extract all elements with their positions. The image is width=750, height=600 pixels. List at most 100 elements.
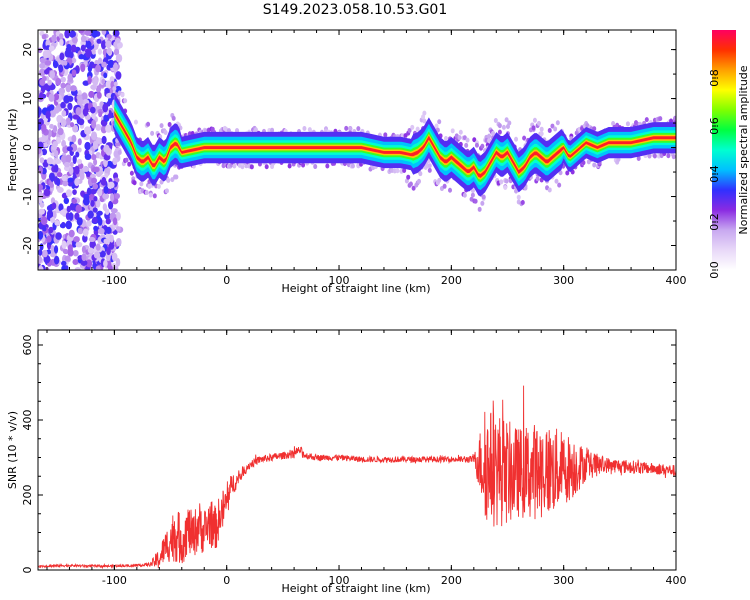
spectrogram-halo-cell: [636, 155, 641, 161]
spectrogram-noise-cell: [49, 182, 54, 188]
spectrogram-noise-cell: [84, 30, 92, 36]
spectrogram-noise-cell: [64, 255, 71, 262]
spectrogram-noise-cell: [105, 226, 112, 235]
x-tick-label: 200: [441, 574, 462, 587]
spectrogram-noise-cell: [69, 161, 74, 168]
spectrogram-noise-cell: [80, 35, 87, 43]
spectrogram-halo-cell: [514, 136, 519, 142]
spectrogram-halo-cell: [421, 114, 426, 120]
spectrogram-halo-cell: [480, 200, 485, 206]
spectrogram-noise-cell: [72, 124, 79, 133]
spectrogram-halo-cell: [532, 117, 537, 123]
spectrogram-halo-cell: [673, 115, 676, 121]
spectrogram-noise-cell: [97, 188, 103, 197]
spectrogram-halo-cell: [553, 126, 558, 132]
snr-frame: [37, 329, 677, 571]
spectrogram-noise-cell: [103, 72, 108, 79]
spectrogram-noise-cell: [92, 207, 98, 213]
spectrogram-noise-cell: [107, 181, 115, 189]
spectrogram-halo-cell: [504, 117, 509, 123]
spectrogram-noise-cell: [38, 47, 43, 54]
spectrogram-noise-cell: [55, 77, 62, 86]
spectrogram-halo-cell: [171, 115, 176, 121]
spectrogram-halo-cell: [407, 127, 412, 133]
spectrogram-y-ticks: 20 10 0 -10 -20: [21, 43, 676, 271]
spectrogram-noise-cell: [68, 229, 75, 238]
spectrogram-noise-cell: [112, 30, 120, 37]
y-tick-label: 0: [21, 144, 34, 151]
spectrogram-noise-cell: [61, 175, 67, 181]
x-tick-label: -100: [102, 574, 127, 587]
spectrogram-noise-cell: [54, 219, 60, 226]
spectrogram-halo-cell: [129, 170, 134, 176]
spectrogram-halo-cell: [163, 129, 168, 135]
spectrogram-halo-cell: [658, 116, 663, 122]
spectrogram-noise-cell: [39, 62, 46, 69]
spectrogram-noise-cell: [111, 252, 118, 262]
spectrogram-noise-cell: [95, 199, 101, 208]
spectrogram-noise-cell: [93, 225, 99, 232]
spectrogram-halo-cell: [301, 162, 306, 168]
spectrogram-noise-cell: [51, 145, 57, 151]
spectrogram-noise-cell: [95, 265, 101, 270]
spectrogram-halo-cell: [417, 178, 422, 184]
spectrogram-noise-cell: [53, 164, 59, 173]
spectrogram-halo-cell: [395, 168, 400, 174]
spectrogram-noise-cell: [103, 259, 108, 268]
spectrogram-halo-cell: [159, 179, 164, 185]
spectrogram-halo-cell: [652, 153, 657, 159]
spectrogram-noise-cell: [59, 223, 66, 229]
spectrogram-noise-cell: [38, 107, 42, 116]
spectrogram-noise-cell: [42, 50, 49, 59]
x-tick-label: 400: [666, 274, 687, 287]
spectrogram-noise-cell: [101, 61, 107, 68]
spectrogram-noise-cell: [72, 114, 80, 120]
spectrogram-noise-cell: [68, 167, 74, 175]
spectrogram-noise-cell: [90, 131, 98, 141]
spectrogram-halo-cell: [666, 153, 671, 159]
spectrogram-halo-cell: [139, 181, 144, 187]
spectrogram-halo-cell: [249, 164, 254, 170]
spectrogram-noise-cell: [57, 127, 64, 136]
spectrogram-halo-cell: [522, 135, 527, 141]
spectrogram-noise-cell: [69, 30, 77, 38]
spectrogram-halo-cell: [477, 206, 482, 212]
spectrogram-halo-cell: [443, 136, 448, 142]
spectrogram-halo-cell: [536, 120, 541, 126]
spectrogram-noise-cell: [74, 177, 80, 187]
spectrogram-halo-cell: [427, 167, 432, 173]
spectrogram-halo-cell: [167, 122, 172, 128]
spectrogram-noise-cell: [109, 76, 115, 83]
snr-y-axis-label: SNR (10 * v/v): [6, 411, 19, 489]
spectrogram-noise-cell: [75, 204, 82, 214]
spectrogram-noise-cell: [66, 205, 72, 213]
colorbar-tick-label: 0.2: [708, 213, 721, 231]
spectrogram-noise-cell: [102, 103, 109, 113]
spectrogram-noise-cell: [86, 187, 92, 196]
spectrogram-halo-cell: [437, 177, 442, 183]
snr-y-ticks: 0 200 400 600: [21, 335, 676, 574]
spectrogram-noise-cell: [53, 107, 60, 114]
spectrogram-noise-cell: [50, 245, 55, 254]
spectrogram-noise-cell: [107, 200, 114, 210]
spectrogram-noise-cell: [48, 104, 55, 111]
spectrogram-noise-cell: [44, 59, 52, 66]
spectrogram-noise-cell: [101, 30, 107, 36]
spectrogram-halo-cell: [117, 149, 122, 155]
spectrogram-halo-cell: [448, 187, 453, 193]
y-tick-label: 200: [21, 485, 34, 506]
spectrogram-noise-cell: [78, 30, 85, 34]
spectrogram-noise-cell: [47, 209, 54, 219]
spectrogram-noise-cell: [113, 62, 119, 71]
spectrogram-noise-cell: [66, 44, 72, 50]
spectrogram-noise-cell: [91, 119, 97, 129]
spectrogram-noise-cell: [101, 135, 107, 145]
spectrogram-halo-cell: [464, 142, 469, 148]
spectrogram-noise-cell: [58, 64, 64, 73]
spectrogram-noise-cell: [76, 217, 83, 226]
spectrogram-noise-cell: [92, 77, 99, 87]
spectrogram-noise-cell: [115, 257, 121, 267]
spectrogram-noise-cell: [41, 34, 47, 40]
